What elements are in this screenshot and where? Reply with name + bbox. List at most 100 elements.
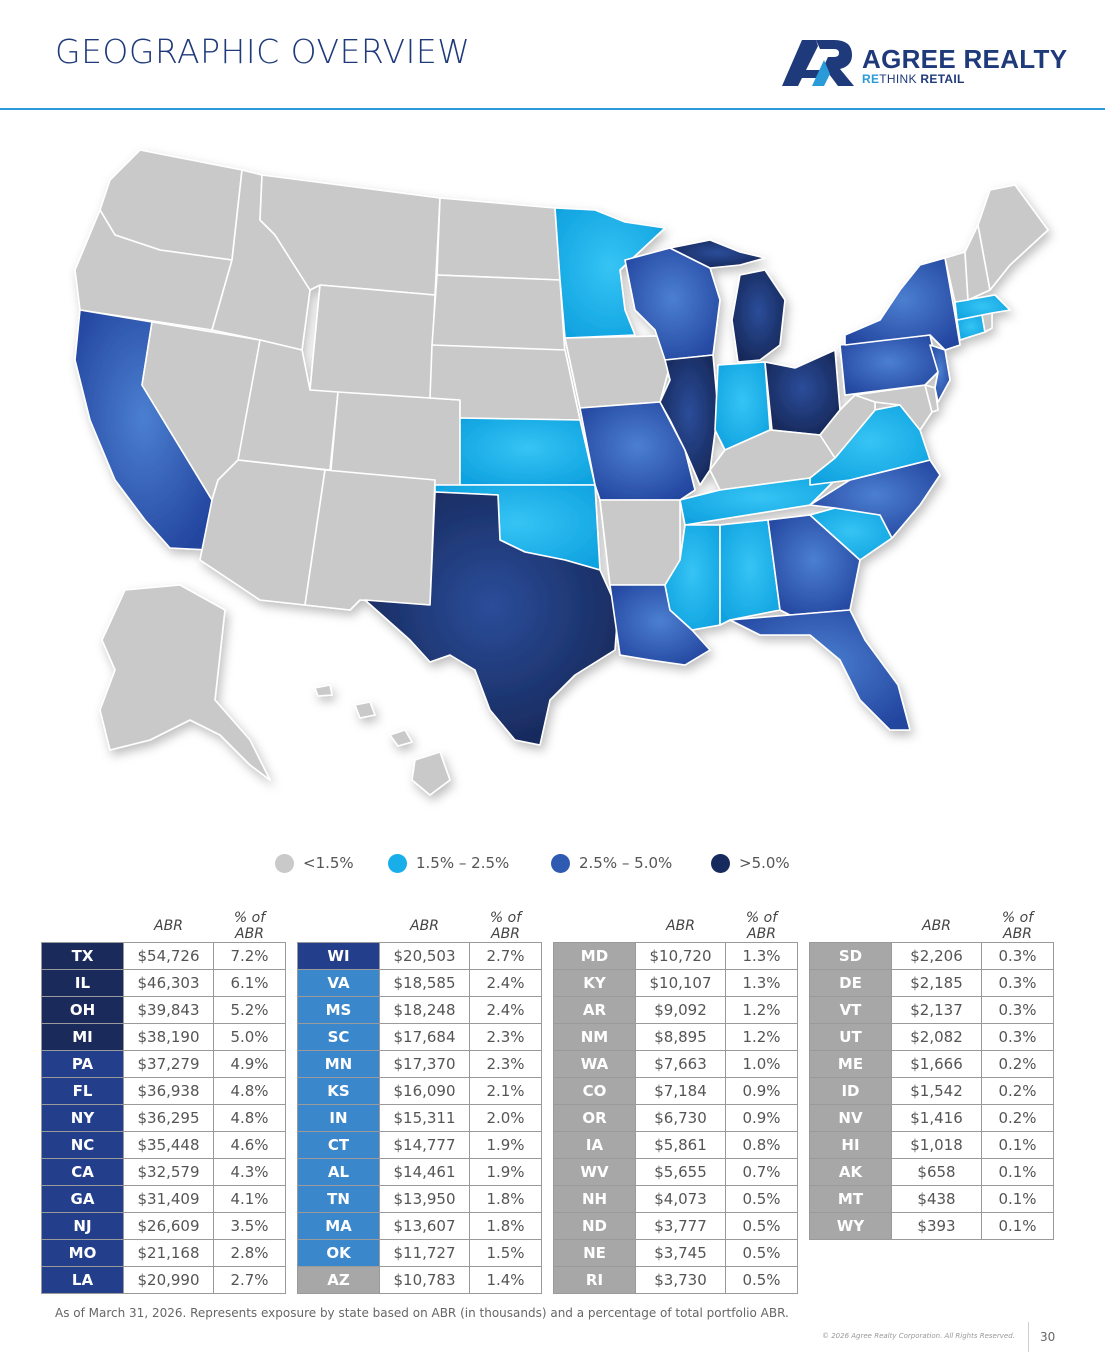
pct-abr-cell: 0.3%	[981, 942, 1054, 970]
pct-abr-cell: 4.9%	[213, 1050, 286, 1078]
abr-cell: $393	[891, 1212, 982, 1240]
state-KS	[459, 417, 596, 486]
abr-cell: $5,861	[635, 1131, 726, 1159]
pct-abr-cell: 2.0%	[469, 1104, 542, 1132]
state-abbr-cell: WI	[297, 942, 380, 970]
state-MN	[554, 207, 666, 339]
state-WV	[819, 394, 876, 459]
state-abbr-cell: NH	[553, 1185, 636, 1213]
pct-abr-cell: 4.6%	[213, 1131, 286, 1159]
pct-abr-cell: 2.4%	[469, 969, 542, 997]
state-abbr-cell: ND	[553, 1212, 636, 1240]
state-abbr-cell: LA	[41, 1266, 124, 1294]
table-row: ND $3,777 0.5%	[553, 1212, 798, 1240]
state-abbr-cell: NJ	[41, 1212, 124, 1240]
abr-cell: $21,168	[123, 1239, 214, 1267]
pct-abr-cell: 0.1%	[981, 1131, 1054, 1159]
state-table-3: ABR% of ABR MD $10,720 1.3% KY $10,107 1.3% AR $…	[553, 910, 798, 1294]
state-abbr-cell: CO	[553, 1077, 636, 1105]
state-abbr-cell: IN	[297, 1104, 380, 1132]
company-logo: AGREE REALTY RETHINK RETAIL	[782, 38, 1067, 88]
table-row: IL $46,303 6.1%	[41, 969, 286, 997]
state-abbr-cell: OK	[297, 1239, 380, 1267]
state-abbr-cell: AR	[553, 996, 636, 1024]
state-AZ	[199, 459, 326, 606]
state-abbr-cell: UT	[809, 1023, 892, 1051]
copyright: © 2026 Agree Realty Corporation. All Rig…	[822, 1332, 1015, 1340]
state-abbr-cell: IA	[553, 1131, 636, 1159]
state-abbr-cell: KS	[297, 1077, 380, 1105]
table-row: SD $2,206 0.3%	[809, 942, 1054, 970]
table-row: MO $21,168 2.8%	[41, 1239, 286, 1267]
table-row: MT $438 0.1%	[809, 1185, 1054, 1213]
pct-abr-cell: 1.0%	[725, 1050, 798, 1078]
logo-tagline: RETHINK RETAIL	[862, 72, 965, 86]
pct-abr-cell: 0.5%	[725, 1266, 798, 1294]
state-abbr-cell: HI	[809, 1131, 892, 1159]
state-abbr-cell: MT	[809, 1185, 892, 1213]
state-AR	[599, 499, 681, 586]
pct-abr-cell: 4.8%	[213, 1104, 286, 1132]
pct-abr-cell: 1.3%	[725, 942, 798, 970]
pct-abr-cell: 3.5%	[213, 1212, 286, 1240]
column-header-state	[42, 910, 124, 943]
pct-abr-cell: 0.8%	[725, 1131, 798, 1159]
table-row: TN $13,950 1.8%	[297, 1185, 542, 1213]
state-abbr-cell: ID	[809, 1077, 892, 1105]
table-row: RI $3,730 0.5%	[553, 1266, 798, 1294]
table-row: MN $17,370 2.3%	[297, 1050, 542, 1078]
table-row: FL $36,938 4.8%	[41, 1077, 286, 1105]
state-FL	[729, 609, 911, 731]
pct-abr-cell: 0.9%	[725, 1077, 798, 1105]
footnote: As of March 31, 2026. Represents exposur…	[55, 1306, 789, 1320]
pct-abr-cell: 2.3%	[469, 1023, 542, 1051]
pct-abr-cell: 5.0%	[213, 1023, 286, 1051]
state-abbr-cell: AL	[297, 1158, 380, 1186]
us-states-map	[74, 149, 1049, 796]
pct-abr-cell: 4.8%	[213, 1077, 286, 1105]
abr-cell: $2,137	[891, 996, 982, 1024]
table-row: NV $1,416 0.2%	[809, 1104, 1054, 1132]
pct-abr-cell: 2.1%	[469, 1077, 542, 1105]
legend-label: 1.5% – 2.5%	[416, 854, 510, 872]
state-abbr-cell: RI	[553, 1266, 636, 1294]
table-row: CT $14,777 1.9%	[297, 1131, 542, 1159]
state-abbr-cell: KY	[553, 969, 636, 997]
abr-cell: $4,073	[635, 1185, 726, 1213]
table-row: KS $16,090 2.1%	[297, 1077, 542, 1105]
state-ME	[977, 184, 1049, 291]
abr-cell: $36,938	[123, 1077, 214, 1105]
state-abbr-cell: AZ	[297, 1266, 380, 1294]
abr-cell: $20,990	[123, 1266, 214, 1294]
column-header-pct: % of ABR	[745, 910, 778, 942]
abr-cell: $438	[891, 1185, 982, 1213]
abr-cell: $39,843	[123, 996, 214, 1024]
column-header-pct: % of ABR	[233, 910, 266, 942]
legend-swatch	[711, 853, 730, 873]
legend-item: >5.0%	[711, 850, 790, 876]
table-row: ME $1,666 0.2%	[809, 1050, 1054, 1078]
table-row: GA $31,409 4.1%	[41, 1185, 286, 1213]
state-abbr-cell: IL	[41, 969, 124, 997]
table-row: AR $9,092 1.2%	[553, 996, 798, 1024]
table-row: SC $17,684 2.3%	[297, 1023, 542, 1051]
abr-cell: $46,303	[123, 969, 214, 997]
column-header-abr: ABR	[666, 918, 695, 934]
abr-cell: $54,726	[123, 942, 214, 970]
table-row: VT $2,137 0.3%	[809, 996, 1054, 1024]
state-abbr-cell: GA	[41, 1185, 124, 1213]
map-legend: <1.5% 1.5% – 2.5% 2.5% – 5.0% >5.0%	[275, 850, 835, 876]
page-number-divider	[1028, 1322, 1029, 1352]
table-row: WY $393 0.1%	[809, 1212, 1054, 1240]
pct-abr-cell: 0.2%	[981, 1050, 1054, 1078]
pct-abr-cell: 0.1%	[981, 1158, 1054, 1186]
table-row: OK $11,727 1.5%	[297, 1239, 542, 1267]
abr-cell: $8,895	[635, 1023, 726, 1051]
pct-abr-cell: 1.9%	[469, 1131, 542, 1159]
pct-abr-cell: 0.7%	[725, 1158, 798, 1186]
state-table-4: ABR% of ABR SD $2,206 0.3% DE $2,185 0.3% VT $2,…	[809, 910, 1054, 1240]
table-row: OH $39,843 5.2%	[41, 996, 286, 1024]
abr-cell: $2,082	[891, 1023, 982, 1051]
table-row: MI $38,190 5.0%	[41, 1023, 286, 1051]
legend-item: 2.5% – 5.0%	[551, 850, 672, 876]
